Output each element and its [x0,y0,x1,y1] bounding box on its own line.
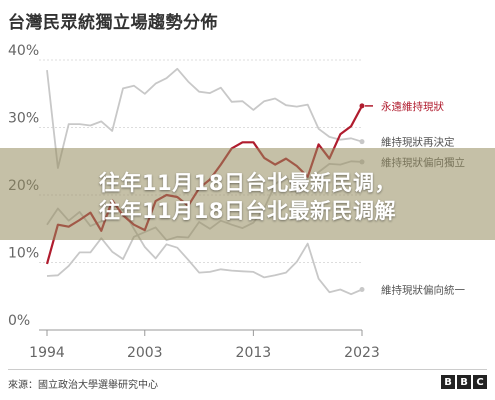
series-label: 維持現狀再決定 [381,136,455,149]
series-end-point [359,139,365,145]
x-axis-ticks: 1994 2003 2013 2023 [29,330,380,361]
overlay-banner: 往年11月18日台北最新民调， 往年11月18日台北最新民调解 [0,148,495,240]
y-tick-label: 0% [8,313,30,329]
x-tick-label: 1994 [29,345,65,361]
series-end-point [359,287,365,292]
source-note: 來源：國立政治大學選舉研究中心 [8,380,158,391]
y-tick-label: 40% [8,43,39,59]
logo-letter: C [473,375,487,389]
series-label: 永遠維持現狀 [381,100,444,113]
x-tick-label: 2003 [127,345,163,361]
y-tick-label: 30% [8,111,39,127]
series-label: 維持現狀偏向統一 [381,284,465,297]
banner-line-2: 往年11月18日台北最新民调解 [99,199,396,223]
series-line [46,67,363,169]
x-tick-label: 2013 [236,345,272,361]
series-end-point [359,103,365,109]
y-tick-label: 10% [8,246,39,262]
logo-letter: B [457,375,471,389]
chart-title: 台灣民眾統獨立場趨勢分佈 [8,13,218,33]
banner-line-1: 往年11月18日台北最新民调， [99,171,396,195]
x-tick-label: 2023 [344,345,380,361]
bbc-logo: B B C [441,375,487,389]
logo-letter: B [441,375,455,389]
footer-divider [8,369,487,370]
